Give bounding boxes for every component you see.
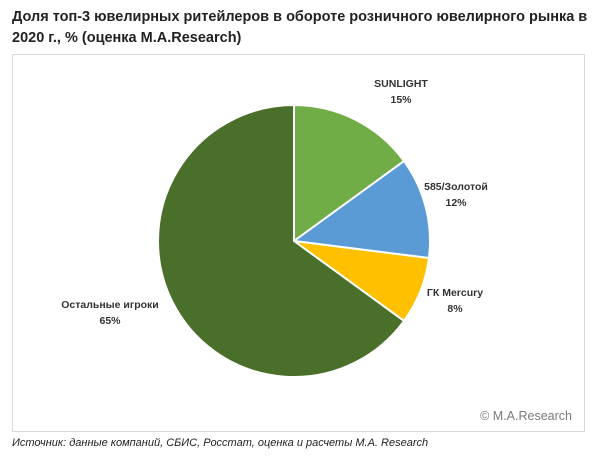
pie-slice <box>293 103 406 243</box>
slice-label: SUNLIGHT <box>374 78 428 90</box>
slice-value-label: 8% <box>447 303 463 315</box>
chart-area: SUNLIGHT 15% 585/Золотой 12% ГК Mercury 8% Ост… <box>12 54 585 432</box>
slice-value-label: 15% <box>390 94 412 106</box>
slice-label: Остальные игроки <box>61 299 159 311</box>
chart-title: Доля топ-3 ювелирных ритейлеров в оборот… <box>12 9 588 46</box>
watermark: © M.A.Research <box>480 409 572 423</box>
slice-label: 585/Золотой <box>424 181 488 193</box>
slice-value-label: 65% <box>99 315 121 327</box>
pie-slice <box>291 159 431 260</box>
slice-value-label: 12% <box>445 197 467 209</box>
pie-chart: SUNLIGHT 15% 585/Золотой 12% ГК Mercury 8% Ост… <box>61 78 488 378</box>
source-note: Источник: данные компаний, СБИС, Росстат… <box>12 437 429 449</box>
pie-slice <box>157 103 406 378</box>
slice-label: ГК Mercury <box>427 287 483 299</box>
